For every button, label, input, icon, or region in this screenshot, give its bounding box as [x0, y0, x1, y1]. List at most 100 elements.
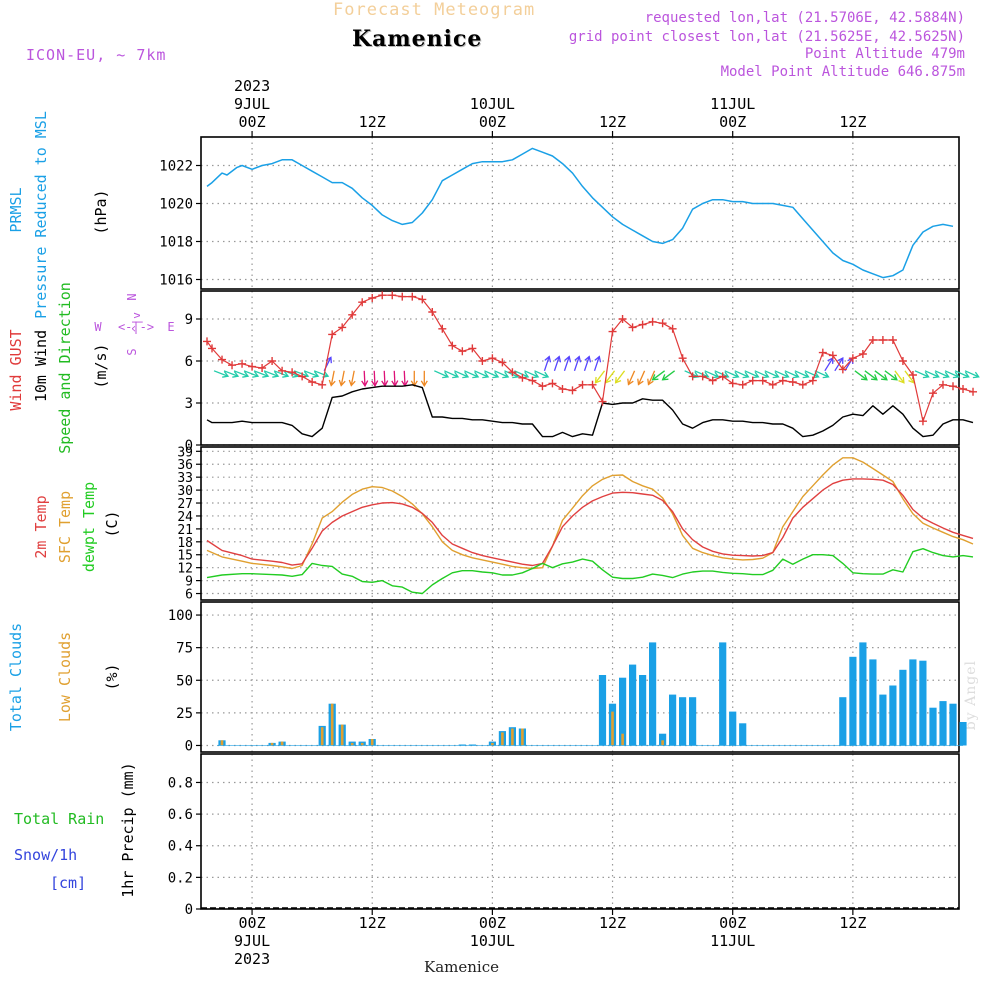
wind-arrow: [504, 370, 519, 378]
wind-arrow-head: [732, 371, 740, 379]
wind-unit: (m/s): [92, 343, 110, 388]
rain-label: Total Rain: [14, 810, 104, 828]
y-tick-label: 15: [177, 549, 193, 564]
low-cloud-bar: [621, 733, 624, 746]
wind-arrow: [253, 370, 269, 377]
wind-gust-marker: [928, 389, 937, 398]
gridpoint-coords: grid point closest lon,lat (21.5625E, 42…: [568, 29, 965, 45]
wind-arrow-head: [837, 357, 844, 364]
wind-gust-marker: [898, 357, 907, 365]
pressure-label-prmsl: PRMSL: [7, 187, 25, 232]
low-cloud-bar: [350, 742, 354, 746]
wind-arrow: [573, 356, 580, 372]
wind-arrow: [605, 370, 616, 384]
wind-arrow-head: [472, 371, 480, 379]
wind-gust-marker: [278, 366, 287, 375]
low-cloud-bar: [280, 741, 284, 746]
wind-gust-marker: [248, 362, 257, 371]
wind-gust-marker: [498, 358, 507, 367]
wind-arrow: [524, 370, 539, 378]
wind-arrow-head: [348, 379, 356, 387]
wind-arrow: [652, 370, 666, 381]
total-cloud-bar: [719, 642, 727, 746]
wind-gust-marker: [708, 376, 717, 385]
wind-arrow-head: [742, 371, 750, 379]
wind-arrow-head: [252, 371, 260, 378]
wind-arrow-head: [584, 355, 592, 363]
total-cloud-bar: [839, 697, 847, 746]
wind-gust-marker: [328, 330, 337, 339]
low-cloud-bar: [270, 742, 274, 746]
total-cloud-bar: [879, 694, 887, 746]
temp-2m-label: 2m Temp: [32, 495, 50, 558]
total-cloud-bar: [739, 723, 747, 746]
wind-gust-marker: [668, 324, 677, 333]
wind-gust-marker: [878, 336, 887, 344]
low-cloud-bar: [501, 732, 504, 746]
wind-gust-marker: [818, 348, 827, 357]
y-tick-label: 9: [185, 312, 193, 328]
wind-arrow-head: [922, 371, 930, 379]
wind-arrow-head: [594, 355, 602, 363]
total-cloud-bar: [689, 697, 697, 746]
y-tick-label: 1016: [159, 273, 193, 289]
wind-arrow: [383, 370, 386, 386]
total-cloud-bar: [639, 675, 647, 746]
total-clouds-label: Total Clouds: [7, 623, 25, 731]
total-cloud-bar: [959, 722, 967, 746]
wind-arrow: [934, 370, 949, 378]
wind-gust-marker: [688, 372, 697, 381]
wind-arrow-head: [361, 380, 369, 388]
wind-gust-marker: [358, 298, 367, 307]
wind-arrow: [874, 370, 888, 381]
snow-unit-label: [cm]: [50, 874, 86, 892]
total-cloud-bar: [929, 707, 937, 746]
wind-arrow-head: [272, 371, 280, 378]
compass-vertical: ^|v: [130, 312, 143, 332]
wind-gust-marker: [698, 372, 707, 381]
compass-e: E: [167, 320, 174, 334]
low-cloud-bar: [220, 740, 224, 746]
low-cloud-bar: [491, 742, 494, 746]
wind-gust-marker: [738, 380, 747, 389]
wind-arrow: [514, 370, 529, 378]
y-tick-label: 39: [177, 445, 193, 460]
wind-gust-marker: [888, 336, 897, 344]
wind-arrow: [363, 370, 366, 386]
total-cloud-bar: [909, 659, 917, 746]
wind-arrow-head: [932, 371, 940, 379]
wind-gust-marker: [288, 368, 297, 377]
wind-gust-marker: [488, 354, 497, 363]
low-cloud-bar: [611, 711, 614, 746]
y-tick-label: 100: [168, 608, 193, 624]
wind-gust-marker: [478, 357, 487, 365]
requested-coords: requested lon,lat (21.5706E, 42.5884N): [644, 10, 965, 26]
wind-arrow: [213, 370, 229, 377]
wind-gust-marker: [298, 372, 307, 381]
wind-arrow: [794, 370, 809, 378]
wind-arrow: [595, 370, 606, 384]
wind-arrow-head: [762, 371, 770, 379]
wind-arrow-head: [952, 371, 960, 379]
low-cloud-bar: [370, 739, 374, 746]
time-label-bottom: 10JUL: [470, 932, 515, 950]
wind-arrow: [273, 370, 289, 377]
y-tick-label: 0: [185, 738, 193, 754]
low-cloud-bar: [330, 703, 334, 746]
wind-arrow-head: [614, 376, 622, 384]
wind-arrow-head: [772, 371, 780, 379]
wind-arrow: [662, 370, 676, 381]
y-tick-label: 9: [185, 575, 193, 590]
wind-arrow-head: [482, 371, 490, 379]
wind-gust-marker: [628, 323, 637, 332]
y-tick-label: 0.4: [168, 839, 193, 855]
wind-arrow: [954, 370, 969, 378]
wind-arrow-head: [661, 374, 669, 381]
wind-gust-marker: [588, 380, 597, 389]
wind-arrow-head: [942, 371, 950, 379]
wind-gust-marker: [969, 387, 978, 396]
y-tick-label: 1020: [159, 197, 193, 213]
wind-arrow-head: [972, 371, 980, 379]
